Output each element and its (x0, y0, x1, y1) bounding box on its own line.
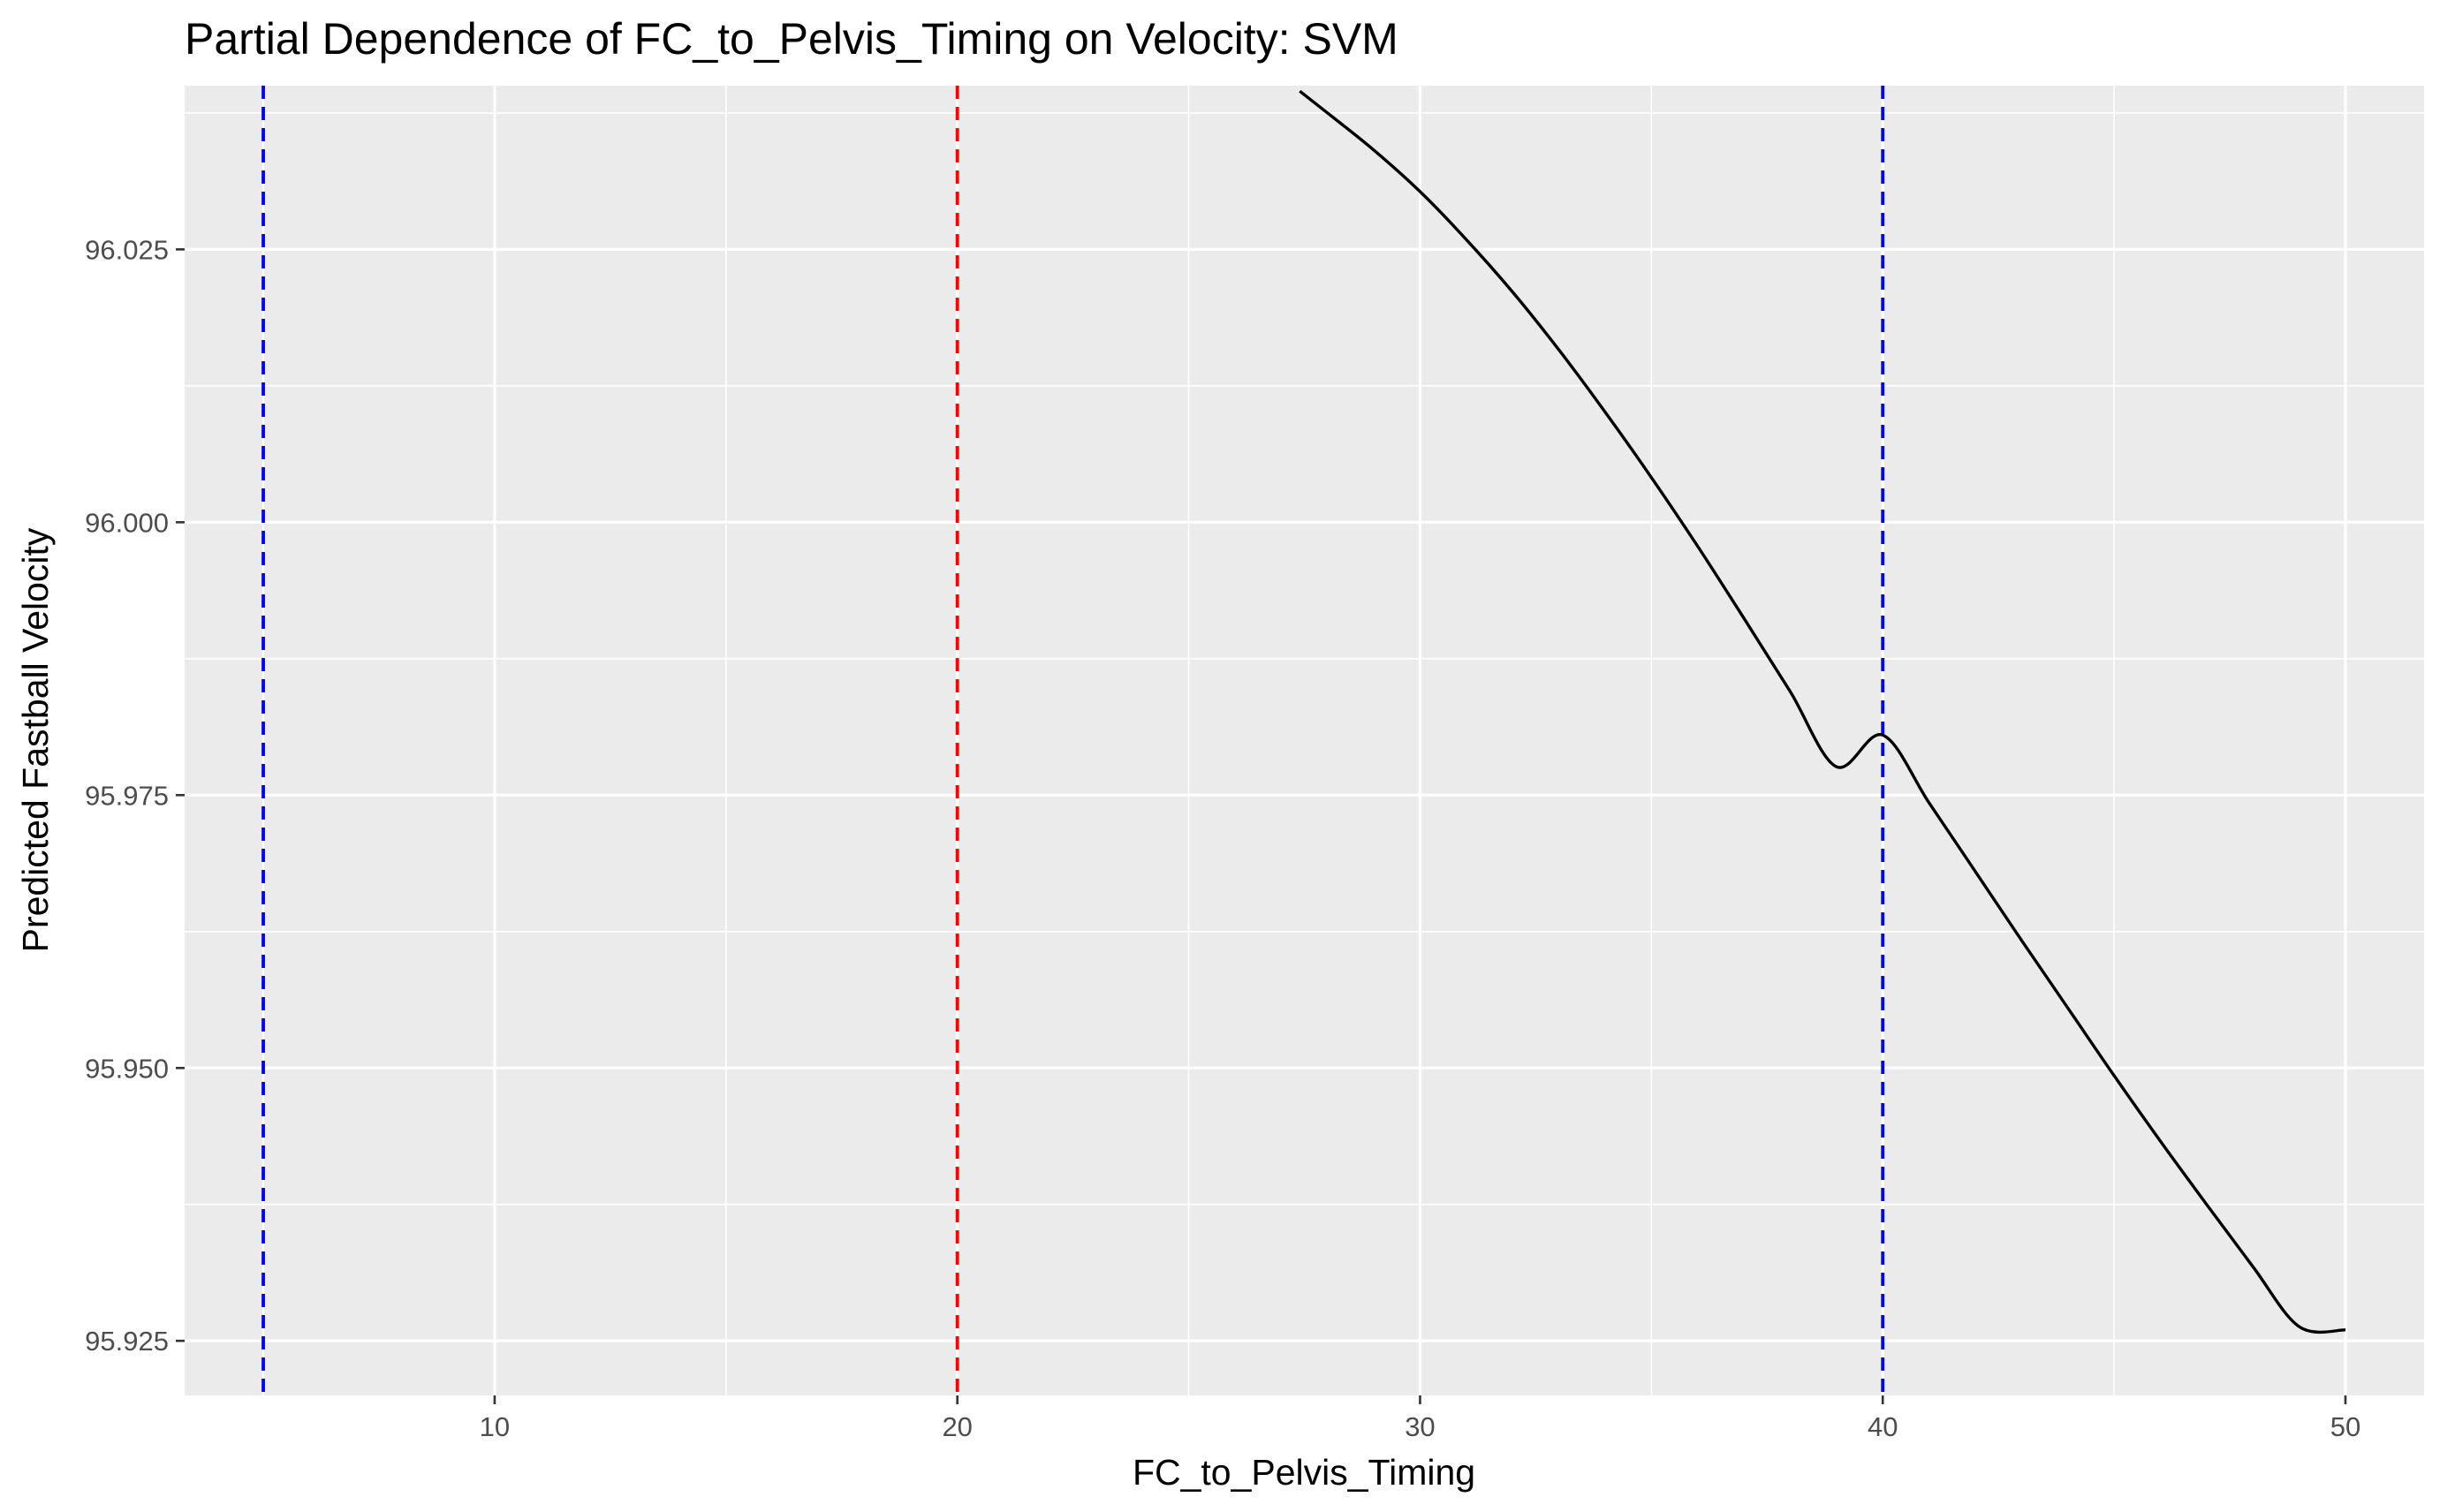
y-axis-title: Predicted Fastball Velocity (15, 527, 56, 952)
x-tick-label: 50 (2330, 1411, 2360, 1442)
reference-lines (261, 86, 1885, 1395)
series-line (1299, 89, 2346, 1334)
y-tick-label: 96.000 (85, 507, 169, 538)
y-tick-label: 95.975 (85, 780, 169, 811)
x-tick-label: 30 (1405, 1411, 1435, 1442)
grid-minor (185, 86, 2424, 1395)
y-tick-label: 95.950 (85, 1053, 169, 1084)
x-tick-label: 40 (1868, 1411, 1898, 1442)
chart-title: Partial Dependence of FC_to_Pelvis_Timin… (185, 14, 1398, 64)
y-tick-label: 96.025 (85, 234, 169, 265)
x-tick-label: 10 (480, 1411, 510, 1442)
x-tick-label: 20 (942, 1411, 972, 1442)
x-axis-title: FC_to_Pelvis_Timing (1133, 1452, 1475, 1493)
y-axis: 95.925 95.950 95.975 96.000 96.025 (85, 234, 185, 1357)
plot-panel (185, 86, 2424, 1395)
x-axis: 10 20 30 40 50 (480, 1395, 2360, 1442)
y-tick-label: 95.925 (85, 1326, 169, 1357)
series-layer (1299, 89, 2346, 1334)
